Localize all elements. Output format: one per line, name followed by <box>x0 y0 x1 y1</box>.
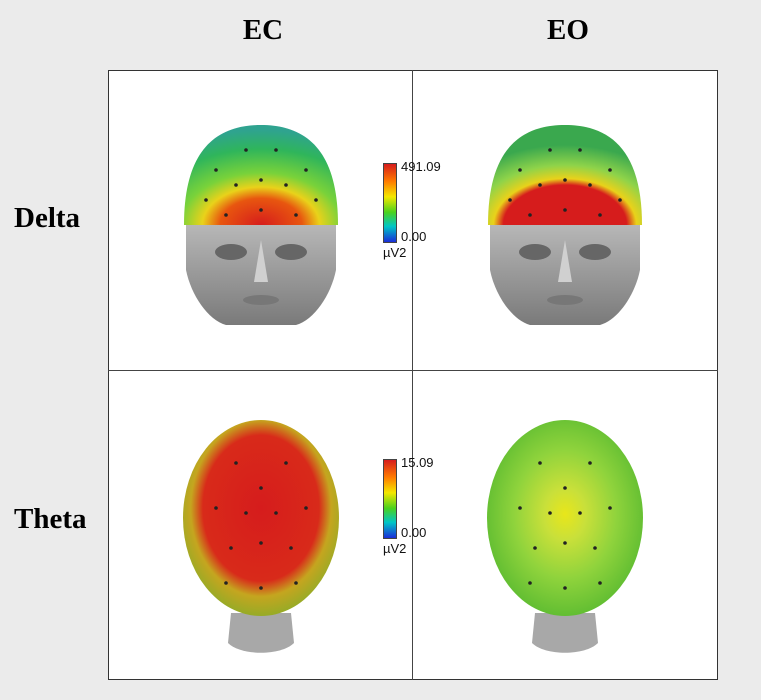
theta-scale-unit: µV2 <box>383 541 407 556</box>
grid-vertical-divider <box>412 70 413 680</box>
delta-eo-head-map <box>488 125 642 325</box>
column-header-ec: EC <box>242 14 284 46</box>
theta-scale-max: 15.09 <box>401 455 434 470</box>
theta-scale-min: 0.00 <box>401 525 427 540</box>
theta-color-bar <box>383 459 397 539</box>
delta-ec-head-map <box>184 125 338 325</box>
row-header-delta: Delta <box>14 202 81 234</box>
theta-ec-head-map <box>183 420 339 653</box>
theta-eo-head-map <box>487 420 643 653</box>
delta-scale-unit: µV2 <box>383 245 407 260</box>
delta-color-bar <box>383 163 397 243</box>
delta-scale-min: 0.00 <box>401 229 427 244</box>
column-header-eo: EO <box>547 14 589 46</box>
grid-horizontal-divider <box>108 370 718 371</box>
row-header-theta: Theta <box>14 503 87 535</box>
delta-scale-max: 491.09 <box>401 159 441 174</box>
